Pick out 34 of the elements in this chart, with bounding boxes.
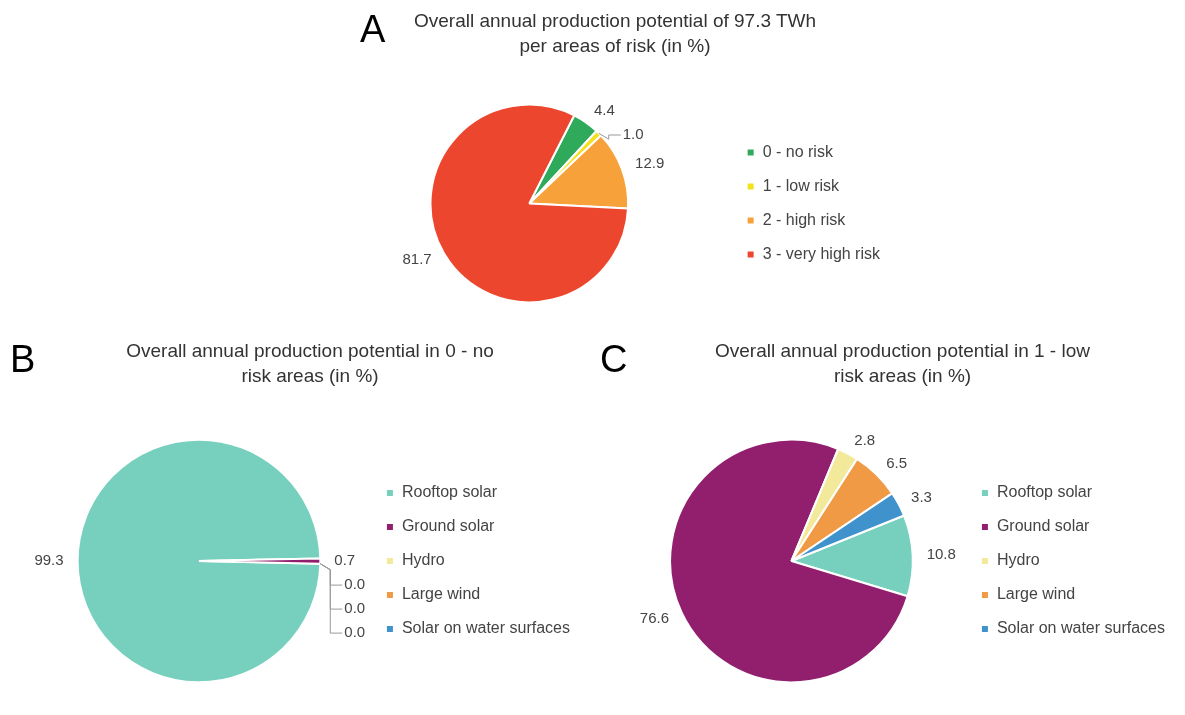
data-label: 4.4 (593, 101, 615, 119)
data-label: 3.3 (911, 487, 932, 505)
legend-label: 0 - no risk (762, 142, 834, 160)
data-label: 12.9 (635, 154, 665, 172)
legend-label: Ground solar (996, 517, 1091, 535)
data-label: 99.3 (34, 551, 64, 569)
legend-label: Ground solar (401, 517, 496, 535)
data-label: 76.6 (639, 608, 670, 626)
legend-label: Rooftop solar (996, 483, 1093, 501)
chart-title: Overall annual production potential in 1 - low risk areas (in %) (714, 339, 1091, 388)
legend-label: Hydro (996, 551, 1040, 569)
data-label: 2.8 (854, 431, 876, 449)
chart-title: Overall annual production potential in 0 - no risk areas (in %) (125, 339, 495, 388)
text: 0.0 (344, 575, 366, 593)
data-label: 1.0 (622, 125, 644, 143)
legend-label: Hydro (401, 551, 445, 569)
legend-label: Solar on water surfaces (401, 619, 570, 637)
legend-label: Large wind (996, 585, 1076, 603)
legend-label: 3 - very high risk (762, 244, 881, 262)
legend-label: 2 - high risk (762, 210, 847, 228)
text: 0.0 (344, 623, 366, 641)
data-label: 0.7 (334, 551, 356, 569)
text: A (360, 8, 386, 51)
data-label: 81.7 (402, 250, 432, 268)
legend-label: Large wind (401, 585, 481, 603)
legend-label: Solar on water surfaces (996, 619, 1165, 637)
legend-label: Rooftop solar (401, 483, 498, 501)
text: C (600, 338, 628, 381)
data-label: 6.5 (886, 454, 908, 472)
text: B (10, 338, 36, 381)
chart-title: Overall annual production potential of 97.3 TWh per areas of risk (in %) (412, 9, 818, 58)
legend-label: 1 - low risk (762, 176, 841, 194)
data-label: 10.8 (926, 545, 956, 563)
text: 0.0 (344, 599, 366, 617)
